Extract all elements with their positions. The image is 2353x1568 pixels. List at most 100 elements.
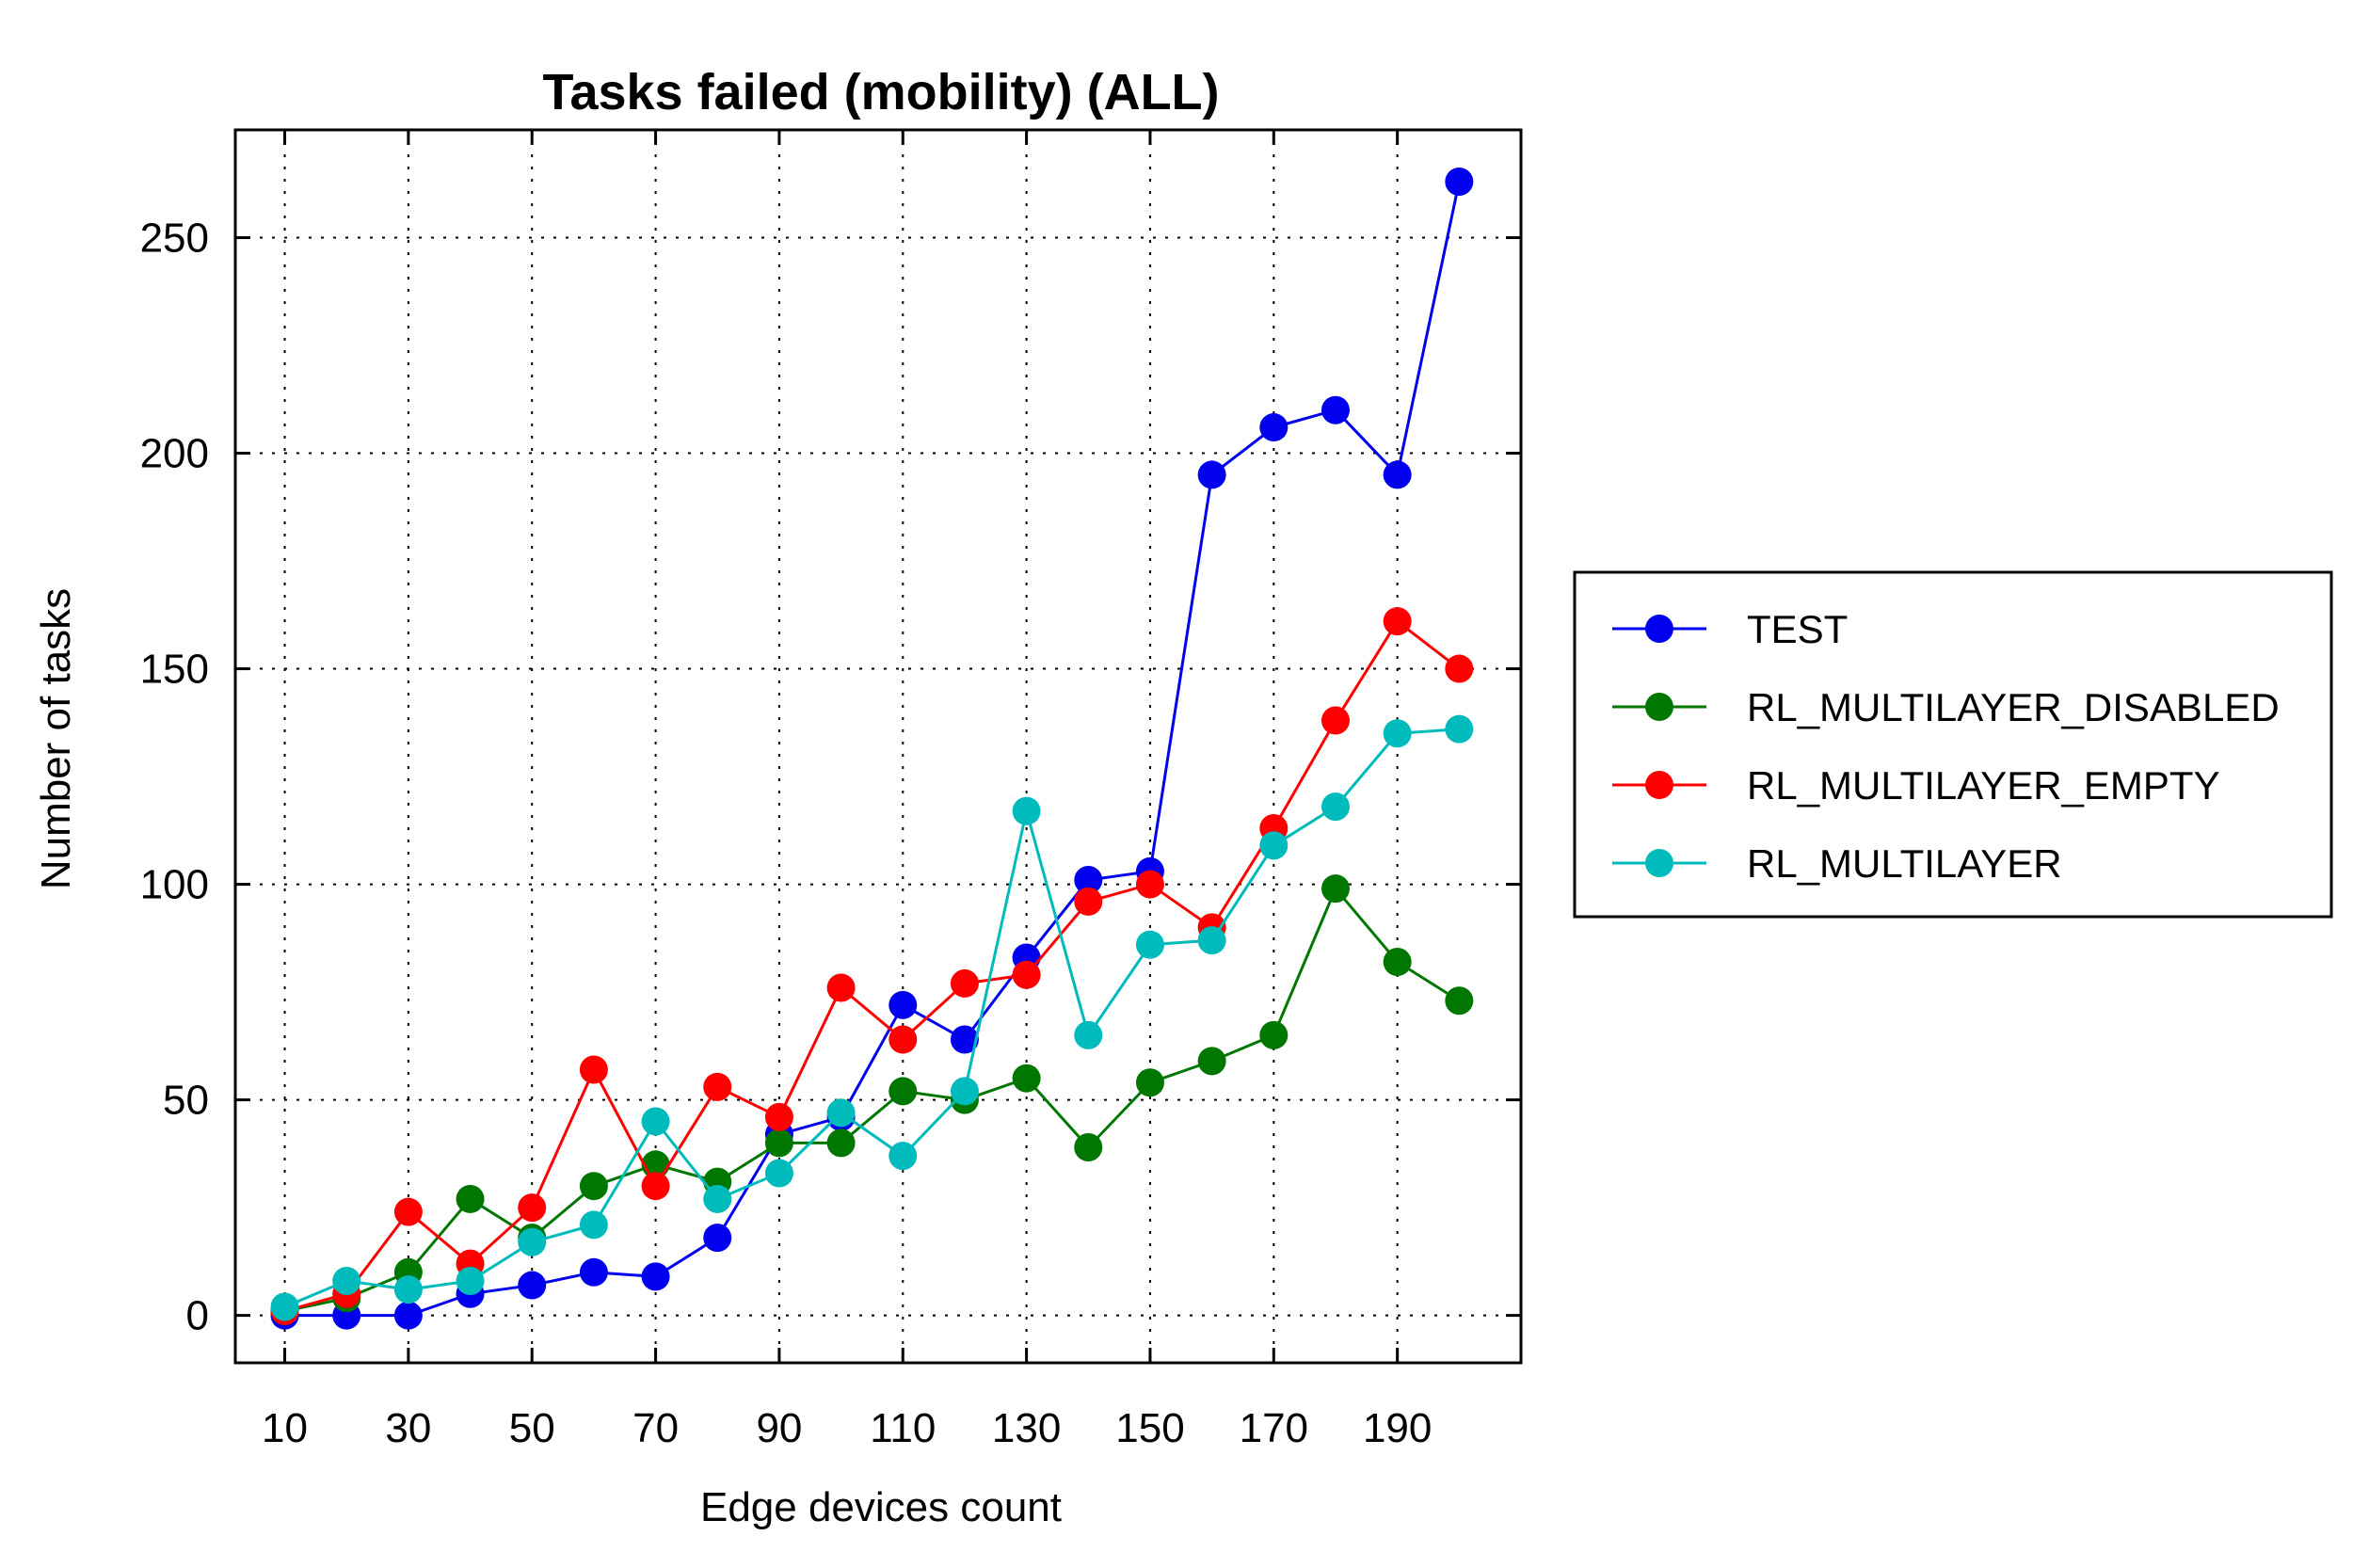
x-tick-label: 10 <box>262 1405 308 1451</box>
data-point <box>950 1077 979 1106</box>
series-line <box>283 728 1460 1308</box>
data-point <box>1321 874 1350 904</box>
data-point <box>1445 714 1474 744</box>
data-point <box>1259 413 1289 442</box>
x-axis-label: Edge devices count <box>700 1484 1062 1530</box>
data-point <box>703 1184 732 1213</box>
data-point <box>1197 926 1226 955</box>
x-tick-label: 130 <box>992 1405 1061 1451</box>
data-point <box>888 1025 918 1054</box>
grid <box>235 130 1521 1363</box>
data-point <box>393 1275 423 1304</box>
x-tick-label: 110 <box>870 1405 936 1451</box>
data-point <box>456 1266 485 1295</box>
y-tick-label: 150 <box>140 647 209 693</box>
data-point <box>518 1227 547 1256</box>
data-point <box>1383 460 1412 489</box>
legend-label: RL_MULTILAYER <box>1747 841 2062 886</box>
data-point <box>950 968 979 998</box>
data-point <box>1321 792 1350 822</box>
data-point <box>826 1128 856 1158</box>
data-point <box>1074 1132 1103 1161</box>
data-point <box>888 1142 918 1171</box>
legend-entry: TEST <box>1612 607 1848 651</box>
x-tick-label: 190 <box>1363 1405 1432 1451</box>
y-tick-label: 50 <box>163 1078 209 1124</box>
data-point <box>1383 948 1412 977</box>
data-point <box>1445 167 1474 196</box>
data-point <box>518 1271 547 1300</box>
y-tick-label: 0 <box>186 1293 209 1339</box>
data-point <box>1321 395 1350 424</box>
data-point <box>1259 831 1289 860</box>
data-point <box>1074 1020 1103 1049</box>
data-point <box>641 1262 670 1291</box>
data-point <box>1383 607 1412 636</box>
data-point <box>950 1025 979 1054</box>
data-point <box>764 1128 793 1158</box>
data-point <box>1445 654 1474 683</box>
chart-title: Tasks failed (mobility) (ALL) <box>542 64 1219 120</box>
x-tick-label: 30 <box>385 1405 431 1451</box>
legend-marker <box>1645 693 1673 721</box>
legend-label: RL_MULTILAYER_EMPTY <box>1747 763 2220 808</box>
data-point <box>1383 719 1412 748</box>
data-point <box>826 973 856 1002</box>
data-point <box>579 1055 608 1084</box>
legend-label: RL_MULTILAYER_DISABLED <box>1747 685 2280 729</box>
ticks: 10 30 50 70 90 110 130 150 170 190 0 50 100 150 200 250 <box>140 130 1521 1451</box>
data-point <box>888 990 918 1019</box>
data-point <box>1012 796 1041 825</box>
data-point <box>1012 1064 1041 1093</box>
data-point <box>1259 1020 1289 1049</box>
data-point <box>703 1072 732 1101</box>
series-rl-multilayer <box>270 714 1474 1321</box>
data-point <box>579 1172 608 1201</box>
series-line <box>284 181 1461 1318</box>
legend-entry: RL_MULTILAYER <box>1612 841 2062 886</box>
x-tick-label: 150 <box>1115 1405 1184 1451</box>
data-point <box>1135 930 1164 959</box>
data-point <box>764 1159 793 1188</box>
legend-entry: RL_MULTILAYER_EMPTY <box>1612 763 2220 808</box>
data-point <box>1445 986 1474 1016</box>
legend-marker <box>1645 615 1673 643</box>
data-point <box>1321 706 1350 735</box>
data-point <box>703 1224 732 1253</box>
legend-entry: RL_MULTILAYER_DISABLED <box>1612 685 2280 729</box>
x-tick-label: 70 <box>632 1405 679 1451</box>
series-layer <box>270 167 1474 1330</box>
data-point <box>641 1172 670 1201</box>
data-point <box>1074 887 1103 916</box>
data-point <box>1197 1047 1226 1076</box>
legend-marker <box>1645 849 1673 877</box>
legend: TEST RL_MULTILAYER_DISABLED RL_MULTILAYER_… <box>1573 570 2333 919</box>
y-tick-label: 200 <box>140 431 209 477</box>
data-point <box>1012 960 1041 989</box>
legend-label: TEST <box>1747 607 1848 651</box>
x-tick-label: 90 <box>756 1405 802 1451</box>
series-rl-multilayer-empty <box>270 607 1474 1326</box>
data-point <box>579 1257 608 1287</box>
x-tick-label: 50 <box>509 1405 555 1451</box>
data-point <box>393 1301 423 1330</box>
y-axis-label: Number of tasks <box>33 588 79 889</box>
data-point <box>332 1266 361 1295</box>
x-tick-label: 170 <box>1240 1405 1308 1451</box>
data-point <box>518 1193 547 1223</box>
series-test <box>270 167 1474 1330</box>
legend-marker <box>1645 771 1673 799</box>
y-tick-label: 100 <box>140 862 209 908</box>
plot-frame <box>233 128 1523 1365</box>
y-tick-label: 250 <box>140 216 209 262</box>
data-point <box>1135 1068 1164 1097</box>
data-point <box>888 1077 918 1106</box>
data-point <box>1074 865 1103 894</box>
data-point <box>826 1098 856 1128</box>
data-point <box>393 1197 423 1226</box>
data-point <box>270 1292 299 1321</box>
data-point <box>1197 460 1226 489</box>
data-point <box>641 1107 670 1136</box>
data-point <box>579 1210 608 1240</box>
